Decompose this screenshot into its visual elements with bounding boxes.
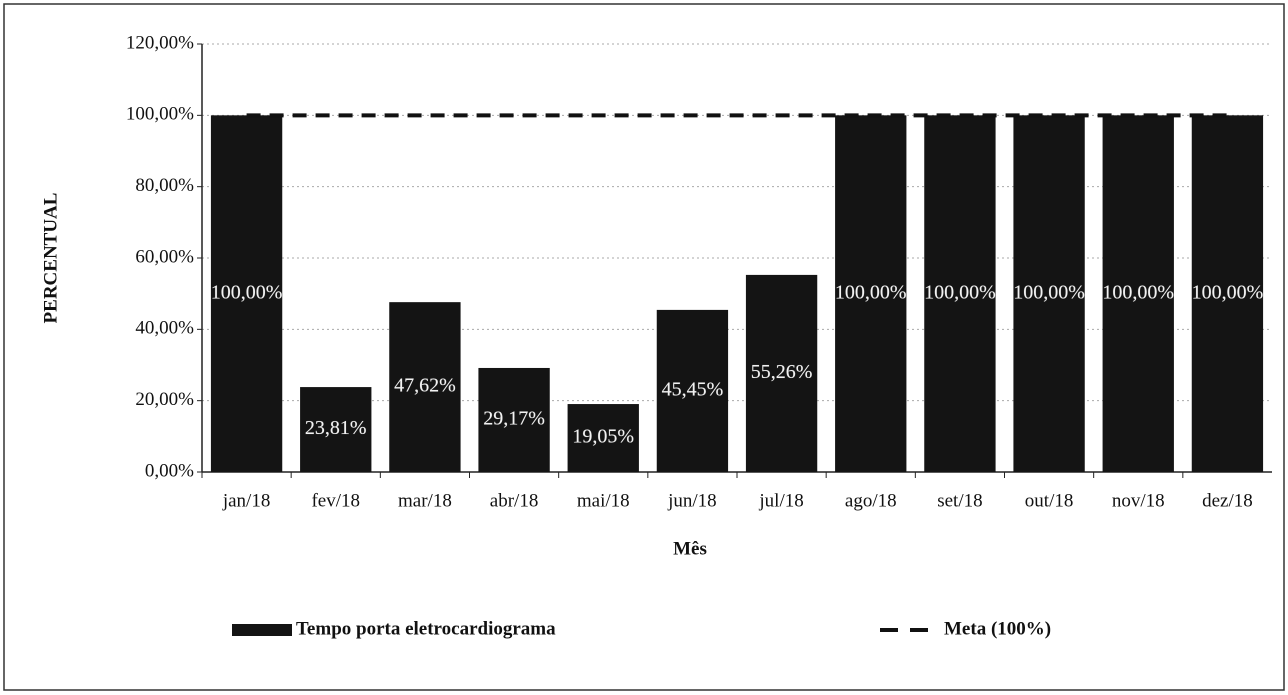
legend-swatch [232, 624, 292, 636]
x-tick-label: mai/18 [577, 490, 630, 511]
x-tick-label: ago/18 [845, 490, 897, 511]
bar [835, 115, 907, 472]
x-tick-label: dez/18 [1202, 490, 1253, 511]
bar [1191, 115, 1264, 472]
legend-label: Tempo porta eletrocardiograma [296, 618, 556, 639]
bar [656, 309, 729, 472]
bar [567, 404, 639, 472]
x-tick-label: jun/18 [667, 490, 717, 511]
x-tick-label: jul/18 [758, 490, 803, 511]
x-tick-label: set/18 [937, 490, 982, 511]
data-label: 47,62% [394, 375, 456, 397]
y-tick-label: 100,00% [126, 104, 194, 125]
data-label: 100,00% [211, 281, 283, 303]
data-label: 45,45% [662, 379, 724, 401]
x-tick-label: fev/18 [311, 490, 360, 511]
y-tick-label: 60,00% [135, 246, 194, 267]
data-label: 29,17% [483, 408, 545, 430]
data-label: 100,00% [1102, 281, 1174, 303]
bar [389, 302, 461, 472]
bar [478, 367, 550, 472]
x-axis-title: Mês [673, 538, 707, 559]
bar [1013, 115, 1085, 472]
bar [1102, 115, 1174, 472]
bar [210, 115, 283, 472]
y-tick-label: 120,00% [126, 32, 194, 53]
bar [745, 274, 818, 472]
data-label: 23,81% [305, 417, 367, 439]
y-axis-title: PERCENTUAL [40, 193, 61, 324]
data-label: 100,00% [1013, 281, 1085, 303]
data-label: 100,00% [835, 281, 907, 303]
x-tick-label: jan/18 [222, 490, 271, 511]
x-tick-label: nov/18 [1112, 490, 1165, 511]
y-tick-label: 40,00% [135, 318, 194, 339]
data-label: 100,00% [1192, 281, 1264, 303]
y-tick-label: 20,00% [135, 389, 194, 410]
data-label: 55,26% [751, 361, 813, 383]
bar [924, 115, 996, 472]
frame [3, 3, 1285, 691]
y-tick-label: 80,00% [135, 175, 194, 196]
data-label: 100,00% [924, 281, 996, 303]
x-tick-label: out/18 [1025, 490, 1074, 511]
x-tick-label: mar/18 [398, 490, 452, 511]
data-label: 19,05% [572, 426, 634, 448]
legend-label: Meta (100%) [944, 618, 1051, 639]
y-tick-label: 0,00% [145, 460, 194, 481]
x-tick-label: abr/18 [490, 490, 539, 511]
bar [300, 387, 372, 472]
